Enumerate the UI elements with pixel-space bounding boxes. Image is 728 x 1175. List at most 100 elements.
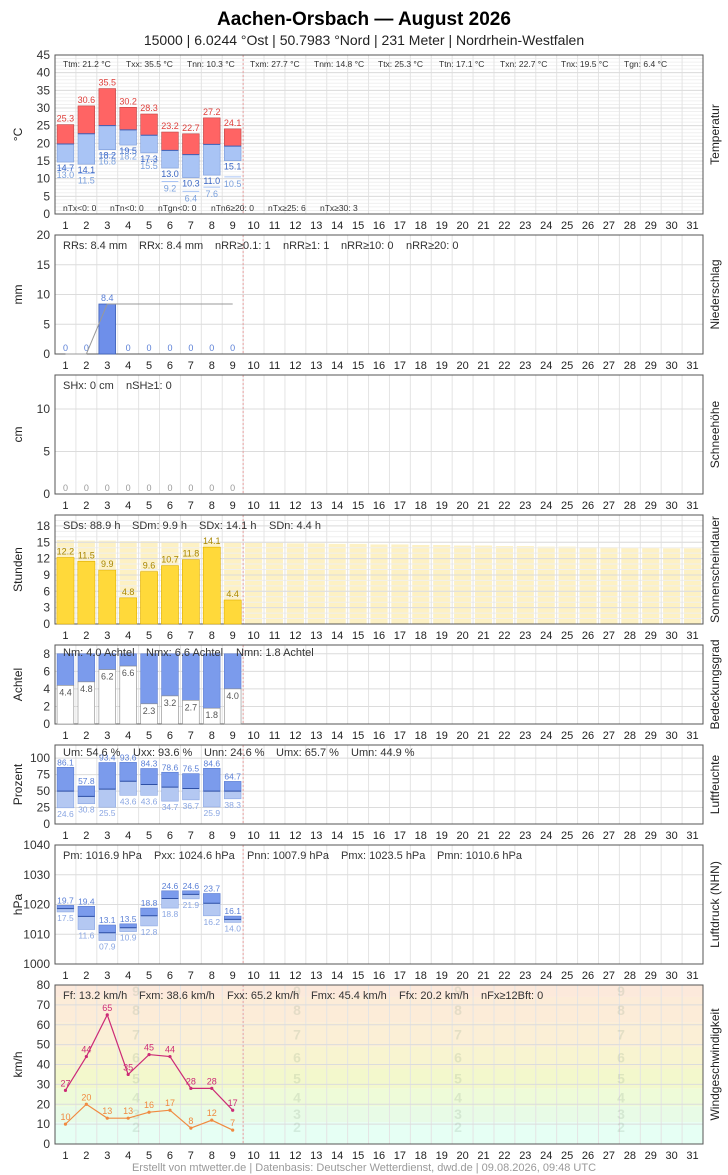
possible-sun-bar [474,545,493,624]
humidity-max-label: 57.8 [78,776,95,786]
pressure-min-label: 14.0 [224,923,241,933]
sun-bar [56,557,75,625]
y-tick-label: 6 [43,664,50,678]
snow-label: 0 [188,483,193,493]
x-tick-label: 29 [645,970,657,982]
beaufort-label: 6 [293,1050,301,1066]
y-tick-label: 25 [37,119,51,133]
stat-label: nRR≥20: 0 [406,240,459,252]
pressure-upper-bar [98,924,116,934]
tmax-label: 22.7 [182,123,200,133]
gust-label: 28 [207,1076,217,1086]
humidity-min-label: 30.8 [78,805,95,815]
beaufort-band [55,1022,703,1047]
pressure-max-label: 24.6 [183,881,200,891]
x-tick-label: 8 [209,630,215,642]
stat-label: Ttx: 25.3 °C [378,59,423,69]
y-tick-label: 10 [37,172,51,186]
y-tick-label: 20 [37,228,51,242]
humidity-max-label: 93.6 [120,752,137,762]
cloud-clear-bar [161,653,179,697]
mean-wind-label: 20 [81,1092,91,1102]
humidity-lower-bar [161,786,179,802]
y-tick-label: 20 [37,136,51,150]
tmin-label: 14.1 [78,165,96,175]
x-tick-label: 20 [456,730,468,742]
x-tick-label: 8 [209,1150,215,1162]
x-tick-label: 17 [394,630,406,642]
x-tick-label: 10 [247,500,259,512]
x-tick-label: 4 [125,1150,131,1162]
stat-label: RRs: 8.4 mm [63,240,127,252]
x-tick-label: 30 [666,970,678,982]
x-tick-label: 26 [582,730,594,742]
x-tick-label: 13 [310,1150,322,1162]
sun-bar [223,599,242,625]
cloud-label: 1.8 [206,710,219,720]
x-tick-label: 25 [561,970,573,982]
x-tick-label: 9 [230,630,236,642]
x-tick-label: 4 [125,730,131,742]
side-label: Luftdruck (NHN) [708,861,722,948]
sun-label: 4.8 [122,587,135,597]
tmin-label: 17.3 [140,154,158,164]
x-tick-label: 9 [230,360,236,372]
mean-wind-point [126,1116,130,1120]
side-label: Luftfeuchte [708,754,722,814]
precip-label: 0 [167,343,172,353]
humidity-max-label: 84.3 [141,759,158,769]
tmin-bar [161,150,179,169]
x-tick-label: 13 [310,730,322,742]
pressure-max-label: 16.1 [224,906,241,916]
tmax-label: 30.2 [119,96,137,106]
stat-label: Umn: 44.9 % [351,747,415,759]
footer-credit: Erstellt von mtwetter.de | Datenbasis: D… [132,1162,596,1174]
tmin-label: 11.0 [203,176,220,186]
pressure-max-label: 19.4 [78,896,95,906]
beaufort-band [55,1046,703,1069]
x-tick-label: 19 [436,360,448,372]
x-tick-label: 23 [519,500,531,512]
stat-label: nTx≥30: 3 [320,203,358,213]
x-tick-label: 1 [62,1150,68,1162]
y-tick-label: 15 [37,154,51,168]
x-tick-label: 30 [666,1150,678,1162]
x-tick-label: 23 [519,630,531,642]
y-tick-label: 1010 [23,927,50,941]
x-tick-label: 15 [352,500,364,512]
x-tick-label: 21 [477,970,489,982]
x-tick-label: 10 [247,830,259,842]
stat-label: Tnm: 14.8 °C [314,59,364,69]
stat-label: nFx≥12Bft: 0 [481,990,543,1002]
x-tick-label: 23 [519,1150,531,1162]
cloud-frame [54,644,704,725]
x-tick-label: 7 [188,500,194,512]
x-tick-label: 24 [540,1150,552,1162]
x-tick-label: 9 [230,220,236,232]
possible-sun-bar [307,543,325,624]
precip-label: 0 [63,343,68,353]
mean-wind-label: 17 [165,1098,175,1108]
x-tick-label: 25 [561,830,573,842]
stat-label: Pmn: 1010.6 hPa [437,850,523,862]
x-tick-label: 1 [62,220,68,232]
beaufort-band [55,1068,703,1089]
tmax-label: 23.2 [161,121,179,131]
cloud-cover-bar [119,665,137,725]
tmax-bar [182,133,200,155]
x-tick-label: 6 [167,830,173,842]
x-tick-label: 8 [209,500,215,512]
beaufort-label: 5 [454,1070,462,1086]
sun-label: 14.1 [203,536,221,546]
tmin-label: 10.3 [182,179,200,189]
y-tick-label: 75 [37,768,51,782]
x-tick-label: 5 [146,360,152,372]
x-tick-label: 12 [289,630,301,642]
pressure-max-label: 13.5 [120,914,137,924]
tmax-bar [119,106,137,131]
x-tick-label: 10 [247,730,259,742]
y-tick-label: 1030 [23,868,50,882]
tgnd-label: 11.5 [78,175,95,185]
x-tick-label: 19 [436,970,448,982]
